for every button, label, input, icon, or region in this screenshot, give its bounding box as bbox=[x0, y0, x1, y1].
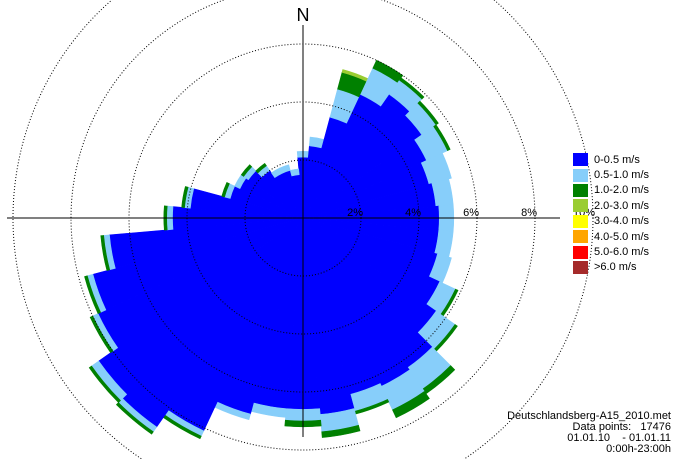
legend-swatch bbox=[573, 260, 588, 274]
legend-label: >6.0 m/s bbox=[594, 261, 637, 274]
date-range: 01.01.10 - 01.01.11 bbox=[567, 432, 671, 444]
wedge-50deg-bin-2 bbox=[417, 100, 439, 126]
legend: 0-0.5 m/s 0.5-1.0 m/s 1.0-2.0 m/s 2.0-3.0 m… bbox=[573, 152, 649, 275]
wedge-30deg-bin-2 bbox=[372, 59, 404, 84]
legend-label: 3.0-4.0 m/s bbox=[594, 215, 650, 228]
dataset-info: Deutschlandsberg-A15_2010.met Data point… bbox=[507, 411, 671, 455]
legend-label: 2.0-3.0 m/s bbox=[594, 199, 650, 212]
legend-item: 1.0-2.0 m/s bbox=[573, 183, 649, 198]
legend-swatch bbox=[573, 153, 588, 167]
wedge-40deg-bin-2 bbox=[399, 77, 425, 100]
data-points-count: Data points: 17476 bbox=[572, 421, 671, 433]
ring-label-2pct: 2% bbox=[347, 207, 363, 219]
legend-label: 5.0-6.0 m/s bbox=[594, 246, 650, 259]
legend-swatch bbox=[573, 230, 588, 244]
ring-10pct bbox=[12, 0, 594, 459]
legend-item: 0-0.5 m/s bbox=[573, 152, 649, 167]
wedge-290deg-bin-2 bbox=[221, 182, 230, 198]
legend-swatch bbox=[573, 168, 588, 182]
wedge-230deg-bin-2 bbox=[88, 365, 121, 403]
wedge-150deg-bin-2 bbox=[392, 390, 430, 419]
legend-label: 0.5-1.0 m/s bbox=[594, 169, 650, 182]
north-label: N bbox=[297, 5, 310, 25]
wedge-70deg-bin-1 bbox=[420, 152, 452, 185]
legend-item: 5.0-6.0 m/s bbox=[573, 244, 649, 259]
legend-item: 2.0-3.0 m/s bbox=[573, 198, 649, 213]
legend-label: 0-0.5 m/s bbox=[594, 153, 640, 166]
legend-item: >6.0 m/s bbox=[573, 260, 649, 275]
wedge-260deg-bin-2 bbox=[100, 235, 111, 271]
legend-label: 1.0-2.0 m/s bbox=[594, 184, 650, 197]
legend-swatch bbox=[573, 199, 588, 213]
wedge-220deg-bin-2 bbox=[115, 402, 154, 435]
wedge-310deg-bin-2 bbox=[240, 164, 253, 177]
wedge-340deg-bin-1 bbox=[279, 164, 291, 174]
legend-swatch bbox=[573, 245, 588, 259]
wedge-320deg-bin-2 bbox=[255, 162, 267, 174]
legend-item: 3.0-4.0 m/s bbox=[573, 214, 649, 229]
wedge-280deg-bin-2 bbox=[181, 186, 189, 208]
wedge-170deg-bin-2 bbox=[321, 424, 361, 438]
ring-label-8pct: 8% bbox=[521, 207, 537, 219]
legend-item: 0.5-1.0 m/s bbox=[573, 167, 649, 182]
legend-item: 4.0-5.0 m/s bbox=[573, 229, 649, 244]
wedge-250deg-bin-2 bbox=[84, 275, 102, 314]
wedge-60deg-bin-2 bbox=[433, 124, 451, 151]
wedge-350deg-bin-1 bbox=[289, 168, 300, 177]
dataset-filename: Deutschlandsberg-A15_2010.met bbox=[507, 410, 671, 422]
ring-label-4pct: 4% bbox=[405, 207, 421, 219]
ring-label-6pct: 6% bbox=[463, 207, 479, 219]
time-range: 0:00h-23:00h bbox=[606, 443, 671, 455]
legend-label: 4.0-5.0 m/s bbox=[594, 230, 650, 243]
legend-swatch bbox=[573, 183, 588, 197]
legend-swatch bbox=[573, 214, 588, 228]
